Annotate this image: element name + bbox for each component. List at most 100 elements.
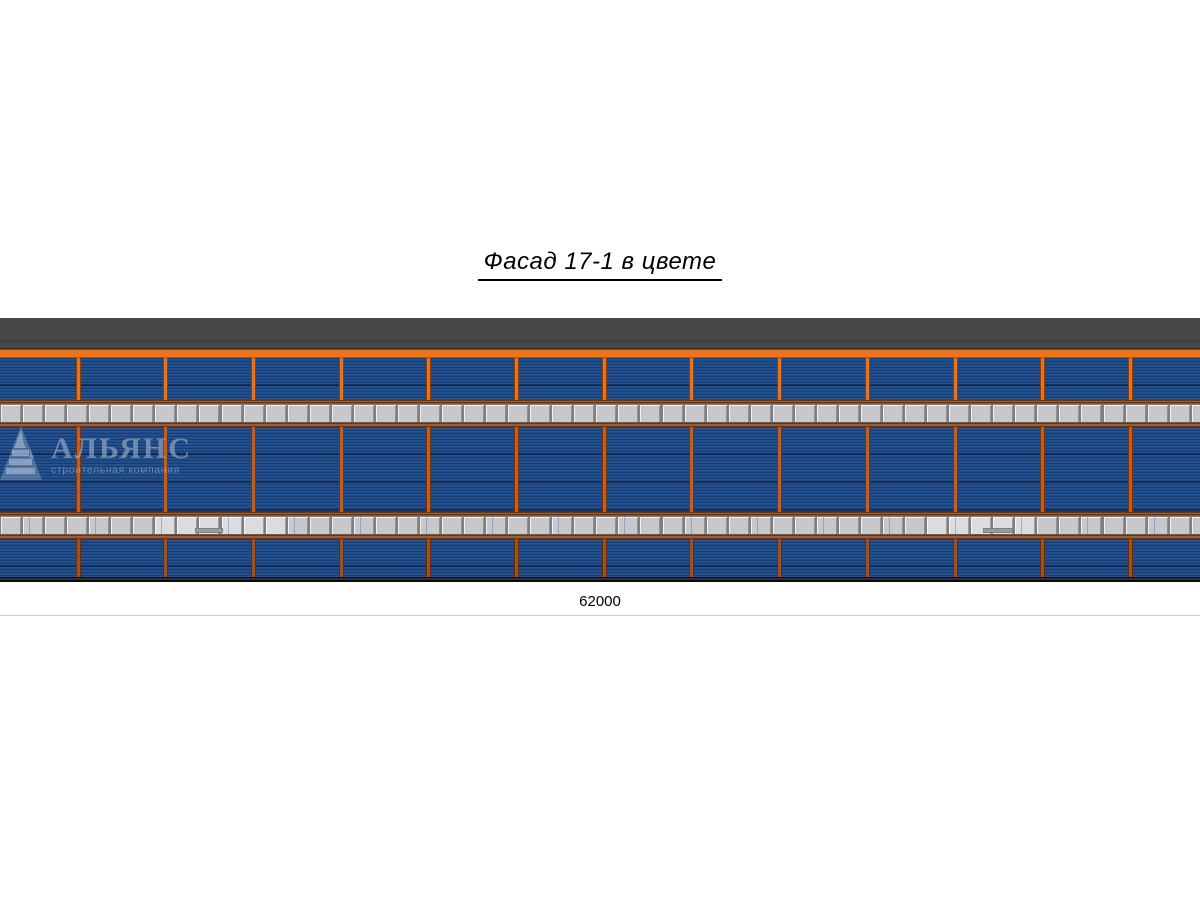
window-cell <box>265 517 286 534</box>
window-cell <box>177 405 198 422</box>
facade-mullion <box>163 358 169 400</box>
facade-mullion <box>689 427 695 512</box>
facade-mullion <box>163 539 169 577</box>
window-cell <box>596 405 617 422</box>
facade-mullion <box>864 427 870 512</box>
window-cell <box>1191 517 1200 534</box>
window-cell <box>1147 405 1168 422</box>
window-cell <box>728 405 749 422</box>
window-cell <box>1081 405 1102 422</box>
window-cell <box>1 405 21 422</box>
window-cell <box>243 405 264 422</box>
facade-mullion <box>75 539 81 577</box>
facade-mullion <box>250 427 256 512</box>
window-cell <box>67 405 88 422</box>
window-cell <box>1015 517 1036 534</box>
eaves-orange-band <box>0 349 1200 358</box>
window-cell <box>442 517 462 534</box>
facade-mullion <box>601 539 607 577</box>
window-cell <box>1169 405 1190 422</box>
window-cell <box>949 517 970 534</box>
window-cell <box>750 405 771 422</box>
facade-mullion <box>952 427 958 512</box>
facade-mullion <box>777 539 783 577</box>
facade-mullion <box>250 358 256 400</box>
window-cell <box>397 517 418 534</box>
window-cell <box>155 517 176 534</box>
window-cell <box>309 405 330 422</box>
window-cell <box>221 517 242 534</box>
window-cell <box>442 405 462 422</box>
facade-mullion <box>1040 539 1046 577</box>
window-cell <box>508 517 529 534</box>
facade-mullion <box>777 358 783 400</box>
window-ribbon-upper <box>0 403 1200 423</box>
window-cell <box>883 517 903 534</box>
window-sill-line-2 <box>0 535 1200 539</box>
window-cell <box>816 517 837 534</box>
window-cell <box>1015 405 1036 422</box>
base-plinth-band <box>0 577 1200 582</box>
facade-mullion <box>338 427 344 512</box>
window-cell <box>838 517 859 534</box>
window-ribbon-lower <box>0 515 1200 535</box>
window-cell <box>397 405 418 422</box>
window-cell <box>45 517 66 534</box>
window-cell <box>772 517 793 534</box>
facade-mullion <box>426 539 432 577</box>
window-cell <box>89 405 110 422</box>
facade-mullion <box>514 358 519 400</box>
window-cell <box>905 405 926 422</box>
window-cell <box>927 517 948 534</box>
window-cell <box>838 405 859 422</box>
window-cell <box>684 517 705 534</box>
window-cell <box>1037 405 1058 422</box>
facade-mullion <box>426 427 432 512</box>
window-cell <box>67 517 88 534</box>
window-cell <box>464 517 485 534</box>
window-cell <box>111 405 132 422</box>
window-cell <box>221 405 242 422</box>
facade-mullion <box>1127 539 1133 577</box>
window-cell <box>552 517 573 534</box>
window-cell <box>662 517 683 534</box>
window-cell <box>1125 517 1146 534</box>
window-cell <box>111 517 132 534</box>
window-cell <box>419 405 440 422</box>
window-cell <box>1103 517 1124 534</box>
siding-band-middle <box>0 427 1200 512</box>
window-cell <box>927 405 948 422</box>
siding-band-lower <box>0 539 1200 577</box>
window-cell <box>596 517 617 534</box>
facade-mullion <box>1127 427 1133 512</box>
window-cell <box>199 405 220 422</box>
window-cell <box>949 405 970 422</box>
window-cell <box>662 405 683 422</box>
facade-mullion <box>75 427 81 512</box>
window-cell <box>1059 405 1080 422</box>
window-cell <box>618 517 639 534</box>
facade-mullion <box>514 539 519 577</box>
vent-grille <box>195 528 223 533</box>
facade-mullion <box>952 358 958 400</box>
window-cell <box>883 405 903 422</box>
window-cell <box>375 517 396 534</box>
window-cell <box>243 517 264 534</box>
window-sill-line-1 <box>0 423 1200 427</box>
window-cell <box>89 517 110 534</box>
window-cell <box>1059 517 1080 534</box>
facade-mullion <box>514 427 519 512</box>
window-cell <box>309 517 330 534</box>
window-cell <box>287 405 308 422</box>
window-cell <box>1169 517 1190 534</box>
window-cell <box>1081 517 1102 534</box>
window-cell <box>1 517 21 534</box>
window-cell <box>574 517 595 534</box>
facade-mullion <box>1127 358 1133 400</box>
window-cell <box>508 405 529 422</box>
window-cell <box>640 405 661 422</box>
facade-mullion <box>75 358 81 400</box>
facade-mullion <box>250 539 256 577</box>
facade-mullion <box>601 358 607 400</box>
window-cell <box>419 517 440 534</box>
